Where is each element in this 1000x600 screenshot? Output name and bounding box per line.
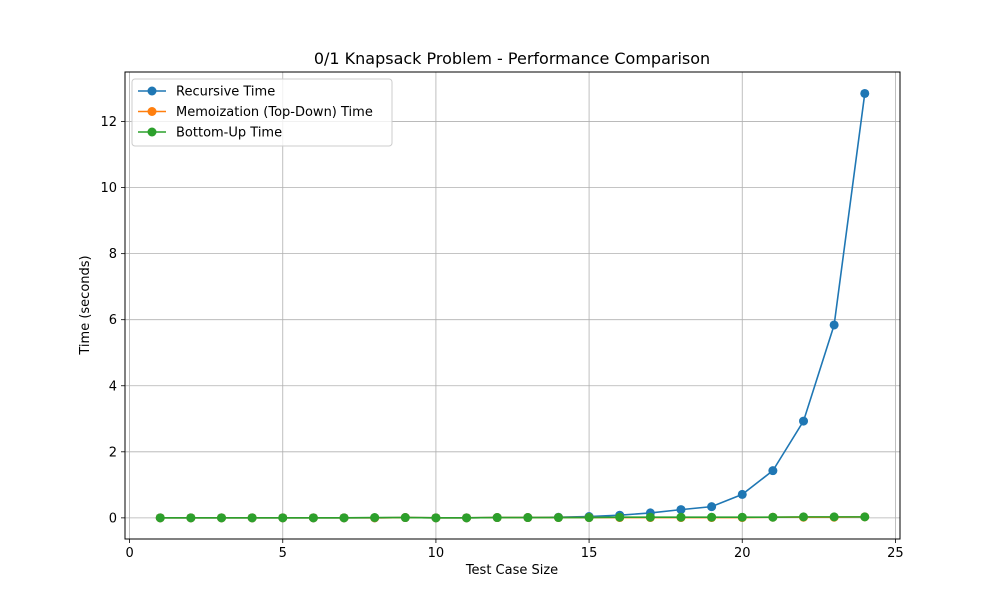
legend-label: Recursive Time xyxy=(176,85,275,100)
data-point xyxy=(707,502,717,512)
plot-frame xyxy=(124,71,901,540)
data-point xyxy=(308,513,318,523)
y-axis: 0 2 4 6 8 10 12 xyxy=(100,115,125,526)
legend: Recursive Time Memoization (Top-Down) Tim… xyxy=(131,78,393,147)
grid-lines xyxy=(125,72,900,539)
legend-label: Bottom-Up Time xyxy=(176,126,282,141)
series-line xyxy=(160,93,866,519)
y-tick-label: 0 xyxy=(109,511,117,526)
y-axis-label: Time (seconds) xyxy=(78,255,93,355)
y-tick-label: 8 xyxy=(109,247,117,262)
legend-marker xyxy=(147,127,157,137)
series-line xyxy=(160,516,865,519)
data-point xyxy=(676,505,686,515)
data-point xyxy=(216,513,226,523)
x-tick-label: 15 xyxy=(581,546,598,561)
data-point xyxy=(829,320,839,330)
data-point xyxy=(339,513,349,523)
data-point xyxy=(768,466,778,476)
x-axis: 0 5 10 15 20 25 xyxy=(125,539,904,561)
data-point xyxy=(707,512,717,522)
y-tick-label: 10 xyxy=(100,181,117,196)
legend-item: Memoization (Top-Down) Time xyxy=(138,105,373,120)
data-point xyxy=(278,513,288,523)
data-point xyxy=(186,513,196,523)
data-point xyxy=(523,513,533,523)
legend-item: Bottom-Up Time xyxy=(138,126,282,141)
legend-item: Recursive Time xyxy=(138,85,275,100)
data-point xyxy=(645,512,655,522)
data-point xyxy=(247,513,257,523)
data-point xyxy=(860,512,870,522)
data-point xyxy=(799,416,809,426)
data-point xyxy=(737,489,747,499)
data-point xyxy=(400,513,410,523)
y-tick-label: 4 xyxy=(109,379,117,394)
y-tick-label: 6 xyxy=(109,313,117,328)
data-point xyxy=(737,512,747,522)
legend-label: Memoization (Top-Down) Time xyxy=(176,105,373,120)
x-tick-label: 25 xyxy=(887,546,904,561)
series-3 xyxy=(155,512,870,523)
data-point xyxy=(553,513,563,523)
data-point xyxy=(829,512,839,522)
data-point xyxy=(584,513,594,523)
data-point xyxy=(431,513,441,523)
data-point xyxy=(799,512,809,522)
data-point xyxy=(615,512,625,522)
legend-box xyxy=(131,78,393,147)
x-tick-label: 0 xyxy=(125,546,133,561)
series-1 xyxy=(155,88,870,523)
y-tick-label: 2 xyxy=(109,445,117,460)
y-tick-label: 12 xyxy=(100,115,117,130)
data-point xyxy=(462,513,472,523)
x-tick-label: 5 xyxy=(279,546,287,561)
legend-marker xyxy=(147,107,157,116)
data-point xyxy=(370,513,380,523)
data-point xyxy=(768,512,778,522)
data-point xyxy=(860,88,870,98)
legend-marker xyxy=(147,86,157,96)
chart-title: 0/1 Knapsack Problem - Performance Compa… xyxy=(314,49,710,68)
data-point xyxy=(492,513,502,523)
x-tick-label: 20 xyxy=(734,546,751,561)
series-layer xyxy=(155,88,870,523)
x-axis-label: Test Case Size xyxy=(465,563,558,578)
data-point xyxy=(155,513,165,523)
x-tick-label: 10 xyxy=(428,546,445,561)
data-point xyxy=(676,512,686,522)
